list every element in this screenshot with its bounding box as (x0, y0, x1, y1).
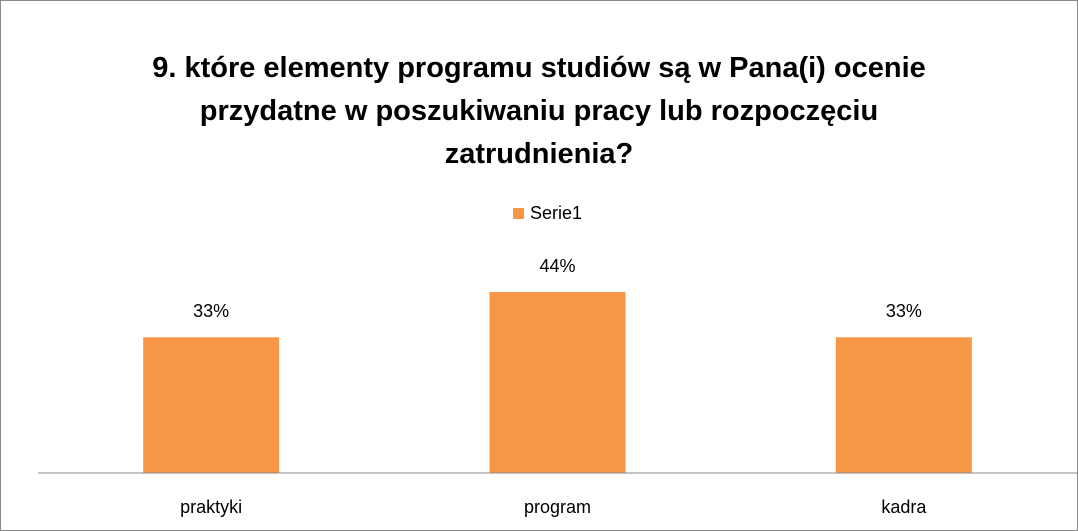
data-label: 44% (539, 256, 575, 276)
data-label: 33% (886, 301, 922, 321)
legend-label: Serie1 (530, 203, 582, 223)
bar (835, 337, 972, 473)
x-tick-label: kadra (881, 497, 927, 517)
data-label: 33% (193, 301, 229, 321)
bar (489, 292, 626, 473)
bar (143, 337, 280, 473)
chart-title: 9. które elementy programu studiów są w … (152, 52, 926, 170)
x-tick-label: program (524, 497, 591, 517)
legend-swatch (513, 208, 524, 219)
x-tick-label: praktyki (180, 497, 242, 517)
